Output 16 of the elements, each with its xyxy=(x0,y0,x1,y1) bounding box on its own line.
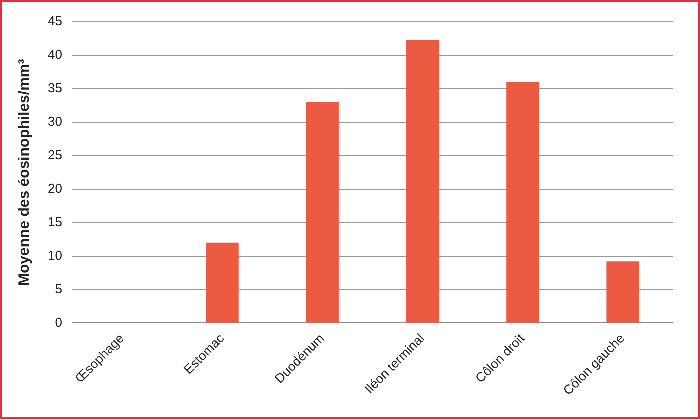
y-axis-title: Moyenne des éosinophiles/mm³ xyxy=(16,59,34,286)
y-tick-label: 15 xyxy=(48,214,62,230)
y-tick-label: 25 xyxy=(48,147,62,162)
y-tick-label: 5 xyxy=(55,281,62,296)
bar xyxy=(306,102,339,323)
y-tick-label: 20 xyxy=(48,180,62,196)
y-tick-label: 45 xyxy=(48,14,62,29)
y-tick-label: 30 xyxy=(48,114,62,129)
bar xyxy=(406,40,440,323)
bar xyxy=(206,242,239,323)
bar xyxy=(606,262,640,323)
y-tick-label: 10 xyxy=(48,248,62,263)
y-tick-label: 40 xyxy=(48,47,62,62)
y-tick-label: 0 xyxy=(55,314,62,330)
y-tick-label: 35 xyxy=(48,80,62,96)
bar xyxy=(506,82,540,323)
